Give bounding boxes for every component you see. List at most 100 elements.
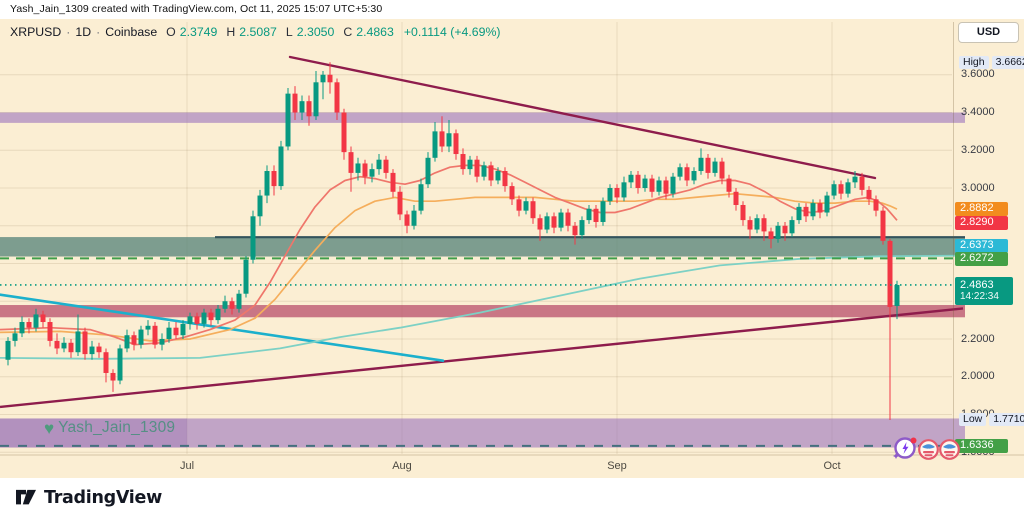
candle-body — [691, 171, 697, 181]
candle-body — [47, 322, 53, 341]
candle-body — [243, 259, 249, 294]
month-label-oct: Oct — [823, 460, 841, 472]
candle-body — [5, 340, 11, 360]
candle-body — [26, 322, 32, 328]
candle-body — [530, 201, 536, 219]
candle-body — [663, 180, 669, 194]
candle-body — [887, 240, 893, 307]
close-value: 2.4863 — [356, 25, 394, 39]
candle-body — [411, 210, 417, 226]
candle-body — [285, 93, 291, 147]
candle-body — [103, 352, 109, 373]
candle-body — [894, 284, 900, 306]
candle-body — [404, 214, 410, 226]
close-label: C — [343, 25, 353, 39]
candle-body — [453, 133, 459, 155]
support-zone-lower — [0, 418, 965, 448]
red-ma-line — [0, 164, 898, 346]
candle-body — [40, 314, 46, 323]
user-watermark: ♥ Yash_Jain_1309 — [44, 419, 175, 437]
candle-body — [110, 372, 116, 381]
candle-body — [516, 199, 522, 211]
candle-body — [754, 218, 760, 230]
teal-ma-badge: 2.6373 — [955, 238, 1008, 253]
candle-body — [586, 208, 592, 221]
candle-body — [75, 331, 81, 353]
low-label: L — [285, 25, 293, 39]
candle-body — [481, 165, 487, 177]
candle-body — [656, 180, 662, 192]
candle-body — [558, 212, 564, 228]
candle-body — [733, 191, 739, 205]
candle-body — [642, 178, 648, 188]
candle-body — [313, 82, 319, 117]
candle-body — [383, 159, 389, 173]
candle-body — [229, 301, 235, 309]
lightning-sticker-icon[interactable] — [892, 434, 919, 466]
candle-body — [292, 93, 298, 113]
support-zone-overlay — [0, 418, 187, 448]
face-sticker-icon[interactable] — [917, 438, 940, 466]
candle-body — [236, 293, 242, 309]
month-label-jul: Jul — [179, 460, 195, 472]
candle-body — [649, 178, 655, 192]
candle-body — [215, 308, 221, 321]
candle-body — [719, 161, 725, 179]
candle-body — [54, 340, 60, 349]
candle-body — [628, 174, 634, 183]
candle-body — [789, 220, 795, 234]
candle-body — [635, 174, 641, 188]
candle-body — [810, 203, 816, 217]
candle-body — [201, 312, 207, 324]
tradingview-logo[interactable]: TradingView — [15, 488, 162, 508]
candle-body — [572, 225, 578, 236]
orange-ma-line — [0, 192, 898, 342]
candle-body — [187, 316, 193, 324]
price-tick-label: 3.6000 — [961, 68, 995, 81]
candle-body — [432, 131, 438, 158]
price-tick-label: 2.0000 — [961, 370, 995, 383]
candle-body — [873, 199, 879, 211]
candle-body — [348, 152, 354, 173]
time-scale[interactable]: Jul Aug Sep Oct — [0, 455, 952, 478]
candle-body — [509, 186, 515, 200]
candle-body — [96, 346, 102, 353]
candle-body — [537, 218, 543, 230]
low-marker: Low 1.7710 — [959, 413, 1024, 427]
candle-body — [152, 325, 158, 345]
footer-bar: TradingView — [0, 478, 1024, 521]
candle-body — [173, 327, 179, 336]
month-label-sep: Sep — [607, 460, 627, 472]
ascending-trendline — [0, 307, 964, 409]
timeframe[interactable]: 1D — [75, 25, 92, 39]
candle-body — [166, 327, 172, 339]
face-sticker-icon[interactable] — [938, 438, 961, 466]
change-value: +0.1114 (+4.69%) — [403, 25, 501, 39]
candle-body — [782, 225, 788, 234]
candle-body — [698, 157, 704, 172]
candle-body — [145, 325, 151, 330]
descending-trendline — [288, 55, 877, 180]
symbol-name[interactable]: XRPUSD — [10, 25, 62, 39]
candle-body — [264, 171, 270, 196]
orange-ma-badge: 2.8882 — [955, 201, 1008, 216]
candle-body — [320, 74, 326, 83]
candle-body — [33, 314, 39, 328]
open-label: O — [166, 25, 176, 39]
candle-body — [439, 131, 445, 147]
candle-body — [425, 157, 431, 185]
high-marker-label: High — [959, 55, 989, 69]
candle-body — [544, 216, 550, 230]
legend-separator: · — [96, 25, 101, 39]
tradingview-logo-icon — [16, 489, 36, 505]
candle-body — [334, 82, 340, 113]
candle-body — [579, 220, 585, 236]
price-tick-label: 3.2000 — [961, 143, 995, 156]
candle-body — [299, 101, 305, 113]
currency-usd-button[interactable]: USD — [958, 22, 1019, 43]
candle-body — [845, 182, 851, 194]
candle-body — [369, 169, 375, 177]
